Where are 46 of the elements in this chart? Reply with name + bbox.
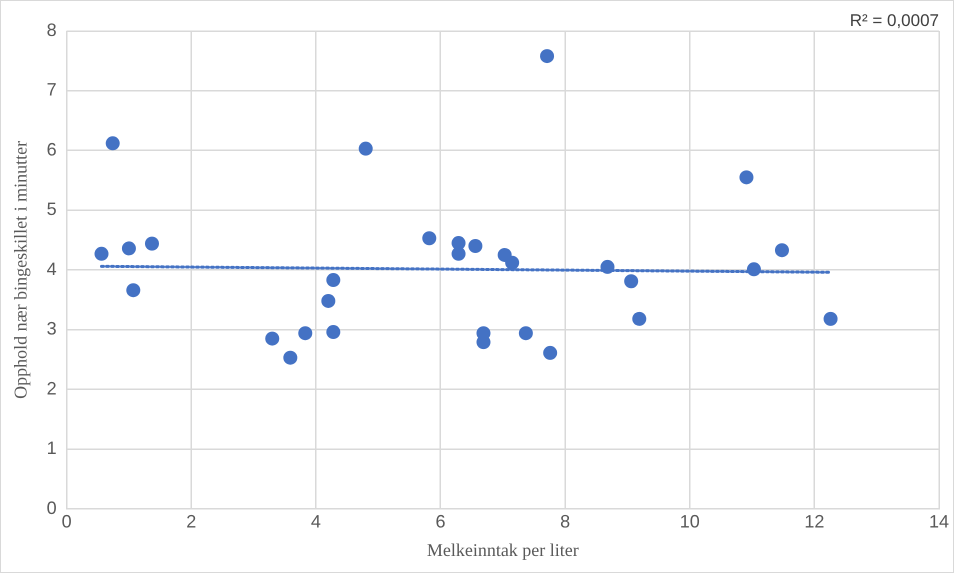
- point: [122, 241, 136, 256]
- y-tick-label: 2: [46, 378, 57, 398]
- point: [126, 283, 140, 298]
- point: [144, 236, 159, 251]
- x-tick-label: 10: [680, 512, 700, 532]
- y-axis-title: Opphold nær bingeskillet i minutter: [10, 140, 31, 399]
- y-tick-label: 7: [46, 80, 57, 100]
- y-tick-label: 5: [46, 199, 57, 220]
- y-tick-label: 0: [46, 498, 57, 518]
- text: R² = 0,0007: [850, 11, 939, 30]
- point: [600, 260, 614, 274]
- y-tick-label: 8: [46, 20, 57, 40]
- point: [265, 332, 280, 346]
- x-tick-label: 12: [804, 512, 824, 532]
- point: [746, 262, 761, 276]
- x-tick-label: 0: [62, 512, 72, 532]
- point: [540, 49, 554, 64]
- point: [518, 326, 533, 340]
- point: [739, 170, 754, 184]
- point: [632, 312, 646, 326]
- x-axis-title: Melkeinntak per liter: [426, 540, 579, 560]
- point: [326, 273, 340, 288]
- point: [505, 256, 520, 270]
- y-tick-label: 6: [46, 139, 57, 160]
- point: [824, 312, 838, 326]
- x-tick-label: 8: [560, 512, 570, 532]
- point: [94, 246, 109, 261]
- point: [106, 136, 120, 150]
- point: [422, 231, 436, 246]
- y-tick-label: 3: [46, 318, 57, 339]
- y-tick-label: 4: [46, 258, 57, 279]
- point: [283, 350, 298, 365]
- point: [468, 239, 482, 254]
- point: [358, 142, 373, 156]
- x-tick-label: 6: [435, 512, 446, 532]
- point: [624, 274, 638, 288]
- point: [452, 246, 466, 261]
- y-tick-label: 1: [46, 438, 57, 458]
- point: [774, 243, 789, 258]
- x-tick-label: 2: [186, 512, 196, 532]
- x-tick-label: 14: [928, 512, 950, 532]
- point: [298, 326, 312, 340]
- point: [543, 346, 558, 360]
- point: [321, 294, 336, 308]
- point: [326, 325, 340, 340]
- x-tick-label: 4: [310, 512, 321, 532]
